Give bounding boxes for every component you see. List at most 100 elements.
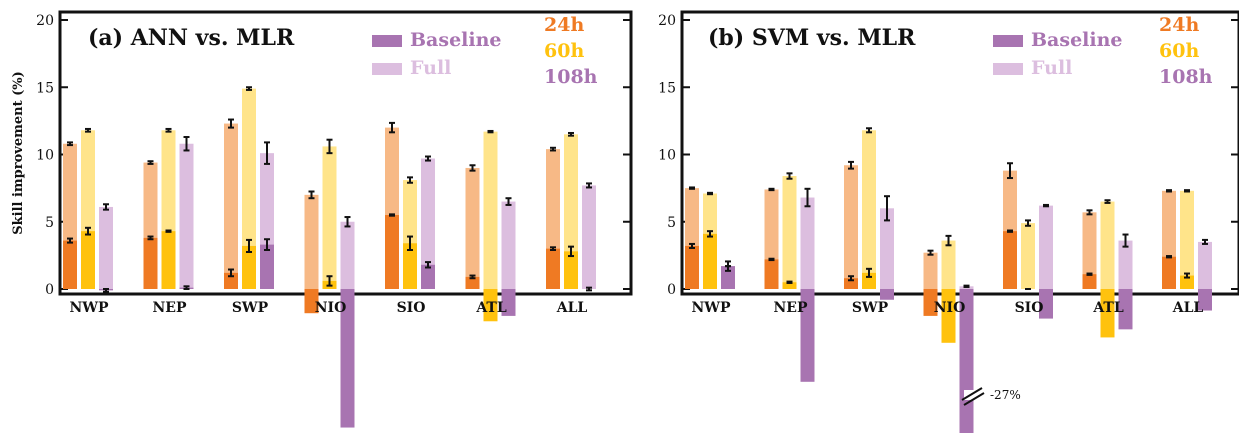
category-label: NEP	[153, 300, 187, 316]
bar-full-108h	[1118, 240, 1133, 289]
y-tick-label: 20	[36, 13, 54, 29]
category-label: SWP	[232, 300, 269, 316]
category-label: NWP	[69, 300, 109, 316]
bar-full-108h	[1039, 205, 1053, 289]
bar-baseline-108h	[721, 266, 735, 289]
category-label: NWP	[691, 300, 731, 316]
bar-baseline-60h	[81, 231, 95, 289]
bar-baseline-24h	[764, 259, 779, 289]
bar-baseline-108h	[340, 289, 355, 428]
category-label: SIO	[397, 300, 426, 316]
y-tick-label: 0	[667, 282, 676, 298]
bar-full-60h	[1021, 223, 1035, 289]
bar-baseline-60h	[782, 282, 797, 289]
y-axis-label: Skill improvement (%)	[11, 71, 26, 235]
y-tick-label: 15	[36, 80, 54, 96]
bar-baseline-60h	[564, 251, 578, 289]
bar-full-24h	[304, 194, 319, 289]
legend-baseline-label: Baseline	[410, 29, 502, 51]
bar-baseline-24h	[1082, 274, 1097, 289]
bar-baseline-108h	[880, 289, 894, 300]
category-label: ATL	[475, 300, 507, 316]
bar-baseline-108h	[421, 264, 435, 289]
bar-full-24h	[844, 165, 858, 289]
bar-full-24h	[1082, 212, 1097, 289]
bar-baseline-24h	[304, 289, 319, 314]
bar-full-60h	[941, 240, 956, 289]
bar-baseline-108h	[501, 289, 516, 316]
bar-baseline-60h	[403, 243, 417, 289]
panel-title: (a) ANN vs. MLR	[88, 25, 295, 51]
legend-swatch-baseline	[372, 35, 402, 47]
category-label: ALL	[556, 300, 588, 316]
bar-full-108h	[501, 201, 516, 289]
legend-108h: 108h	[1159, 66, 1213, 88]
bar-baseline-60h	[1180, 275, 1194, 289]
category-label: NIO	[934, 300, 966, 316]
bar-baseline-24h	[1003, 231, 1017, 289]
category-label: NIO	[315, 300, 347, 316]
bar-full-108h	[880, 208, 894, 289]
bar-baseline-108h	[1198, 289, 1212, 311]
bar-full-108h	[340, 221, 355, 289]
bar-full-108h	[582, 185, 596, 289]
bar-baseline-24h	[685, 245, 699, 289]
bar-baseline-24h	[385, 215, 399, 289]
bar-full-108h	[421, 158, 435, 289]
legend-swatch-full	[372, 63, 402, 75]
bar-full-60h	[242, 88, 256, 289]
y-tick-label: 5	[667, 215, 676, 231]
bar-baseline-60h	[483, 289, 498, 322]
y-tick-label: 10	[36, 148, 54, 164]
legend-24h: 24h	[1159, 14, 1199, 36]
bar-baseline-24h	[546, 248, 560, 289]
bar-full-60h	[1100, 201, 1115, 289]
bar-full-60h	[1180, 190, 1194, 289]
y-tick-label: 5	[45, 215, 54, 231]
panel-b: 0 5 10 15 20 NWP NEP SWP NIO SIO ATL ALL (b) SVM vs.…	[658, 10, 1239, 433]
bar-baseline-60h	[862, 272, 876, 289]
legend-108h: 108h	[544, 66, 598, 88]
bar-full-60h	[862, 130, 876, 289]
legend-swatch-full	[993, 63, 1023, 75]
bar-full-24h	[224, 123, 238, 289]
axis-break-mark	[963, 392, 985, 406]
legend-24h: 24h	[544, 14, 584, 36]
bar-baseline-108h	[1039, 289, 1053, 319]
legend-baseline-label: Baseline	[1031, 29, 1123, 51]
bar-full-60h	[782, 176, 797, 289]
category-label: ALL	[1172, 300, 1204, 316]
bar-full-108h	[800, 197, 815, 289]
y-tick-label: 0	[45, 282, 54, 298]
legend-60h: 60h	[544, 40, 584, 62]
bar-baseline-60h	[941, 289, 956, 343]
bar-baseline-24h	[844, 278, 858, 289]
y-tick-label: 10	[658, 148, 676, 164]
bar-baseline-24h	[1162, 256, 1176, 289]
bar-baseline-60h	[1100, 289, 1115, 338]
bar-baseline-24h	[465, 276, 480, 289]
bar-full-108h	[99, 206, 113, 289]
bar-baseline-108h	[260, 244, 274, 289]
bar-baseline-108h	[800, 289, 815, 382]
legend-full-label: Full	[410, 57, 451, 79]
y-tick-label: 20	[658, 13, 676, 29]
category-label: NEP	[774, 300, 808, 316]
bar-full-108h	[1198, 241, 1212, 289]
annotation-label: -27%	[990, 388, 1021, 402]
legend-swatch-baseline	[993, 35, 1023, 47]
y-tick-label: 15	[658, 80, 676, 96]
bar-full-24h	[923, 252, 938, 289]
bar-baseline-60h	[242, 245, 256, 289]
bar-baseline-60h	[161, 231, 176, 289]
bar-full-60h	[483, 131, 498, 289]
axis-break-gap	[964, 390, 986, 400]
panel-title: (b) SVM vs. MLR	[708, 25, 916, 51]
bar-full-108h	[179, 143, 194, 289]
bar-baseline-108h	[1118, 289, 1133, 330]
bar-full-24h	[465, 167, 480, 289]
axis-break-mark	[961, 387, 983, 401]
legend-60h: 60h	[1159, 40, 1199, 62]
bar-baseline-24h	[143, 237, 158, 289]
